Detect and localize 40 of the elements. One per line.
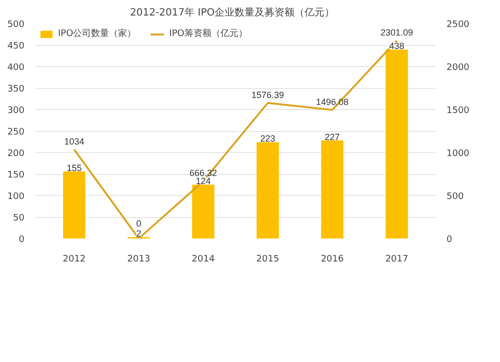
x-tick-label: 2014 [192,254,215,264]
bar [386,50,408,238]
data-label: 227 [324,132,340,142]
y-tick-label: 300 [7,106,25,116]
legend-label: IPO公司数量（家） [58,28,136,40]
y2-tick-label: 500 [446,192,464,202]
y2-tick-label: 2000 [446,63,470,73]
x-tick-label: 2016 [320,254,344,264]
data-label: 0 [136,218,142,228]
y-tick-label: 150 [7,170,25,180]
y-tick-label: 350 [7,84,25,94]
y2-tick-label: 1000 [446,149,470,159]
y-tick-label: 400 [7,63,25,73]
x-tick-label: 2017 [385,254,408,264]
data-label: 155 [66,162,82,173]
bar [256,142,279,238]
y2-tick-label: 2500 [446,20,470,30]
y2-tick-label: 0 [446,235,452,245]
y-tick-label: 0 [18,235,25,245]
y-tick-label: 250 [7,128,25,138]
y-tick-label: 450 [7,42,25,52]
x-tick-label: 2013 [127,254,150,264]
bar [63,171,86,238]
y2-tick-label: 1500 [446,106,470,116]
bar [192,184,214,238]
data-label: 223 [260,134,276,144]
x-tick-label: 2015 [256,254,280,264]
legend-label: IPO筹资额（亿元） [169,28,248,40]
y-tick-label: 100 [7,192,25,202]
data-label: 2 [136,228,142,239]
y-tick-label: 50 [13,214,25,224]
data-label: 1034 [64,136,84,147]
x-tick-label: 2012 [62,254,86,264]
data-label: 438 [389,41,404,52]
y-tick-label: 200 [7,149,25,159]
bar [321,140,344,238]
y-tick-label: 500 [7,20,25,30]
data-label: 2301.09 [380,28,414,38]
chart-title: 2012-2017年 IPO企业数量及募资额（亿元） [130,6,335,18]
data-label: 1576.39 [251,90,284,100]
